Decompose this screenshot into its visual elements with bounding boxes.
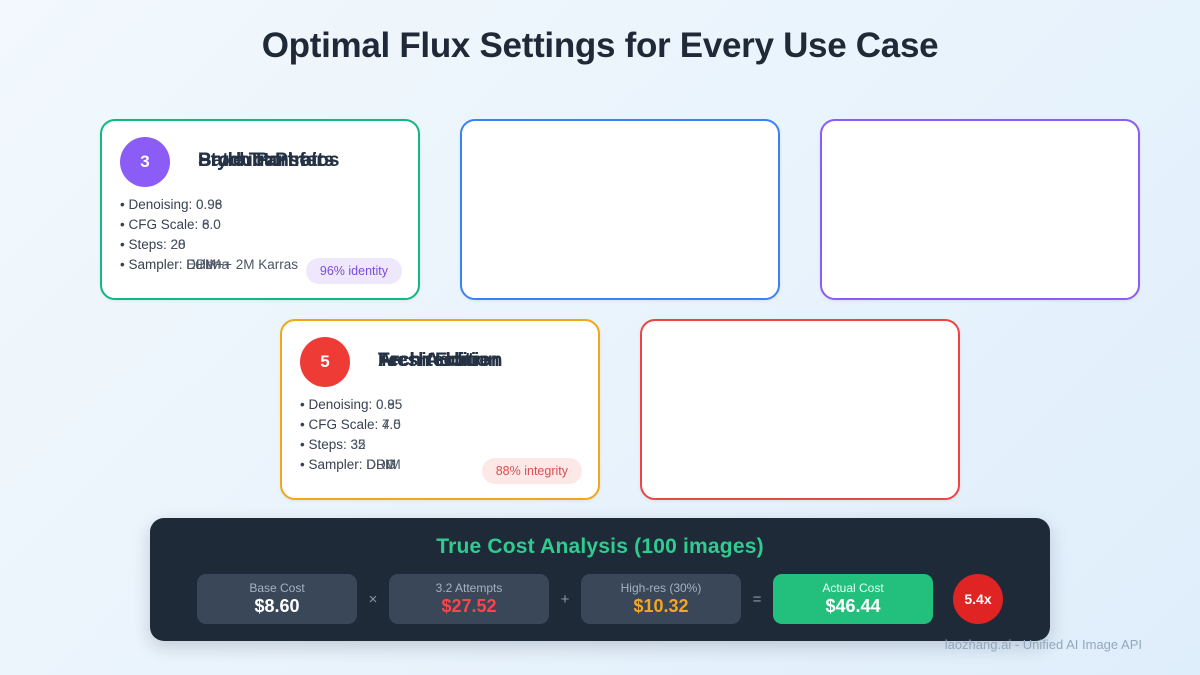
spec-value-stack: 0.95 0.85 — [376, 395, 402, 415]
spec-value-layer-2: 35 — [350, 437, 366, 452]
cost-panel-title: True Cost Analysis (100 images) — [436, 535, 764, 558]
spec-value-stack: 28 20 — [171, 235, 186, 255]
spec-value-stack: DDIM DPM DRC — [366, 455, 401, 475]
card-title-layer-2: Product Photos — [198, 150, 340, 171]
cost-caption: 3.2 Attempts — [435, 580, 503, 595]
footer-attribution: laozhang.ai - Unified AI Image API — [944, 637, 1142, 652]
cost-box-2: 3.2 Attempts $27.52 — [389, 574, 549, 624]
spec-value-layer-2: DPM — [366, 457, 397, 472]
spec-label: • Steps: — [120, 237, 171, 252]
cost-caption: Actual Cost — [822, 580, 884, 595]
card-title-stack: Architecture Tech Addition Fresh Edition — [378, 348, 608, 374]
spec-value-stack: 8.0 6.0 — [202, 215, 221, 235]
card-title-layer-1: Style Transfer — [198, 150, 324, 171]
spec-list: • Denoising: 0.95 0.85 • CFG Scale: 7.0 4.5… — [300, 395, 580, 475]
cost-box-3: High-res (30%) $10.32 — [581, 574, 741, 624]
spec-value-layer-1: DPM++ 2M Karras — [186, 257, 299, 272]
spec-line-4: • Sampler: DPM++ 2M Karras Euler a DDIM — [120, 255, 400, 275]
cost-box-1: Base Cost $8.60 — [197, 574, 357, 624]
spec-value-layer-3: DRC — [366, 457, 396, 472]
spec-line-2: • CFG Scale: 7.0 4.5 — [300, 415, 580, 435]
spec-label: • CFG Scale: — [120, 217, 202, 232]
settings-card-5[interactable] — [640, 319, 960, 500]
card-title-layer-1: Architecture — [378, 350, 490, 371]
card-row-bottom: 5 Architecture Tech Addition Fresh Edition •… — [280, 319, 960, 500]
cost-multiplier-badge: 5.4x — [953, 574, 1003, 624]
cost-amount: $27.52 — [441, 595, 497, 616]
card-title-stack: Style Transfer Product Photos Batch Portra… — [198, 148, 428, 174]
spec-label: • Sampler: — [300, 457, 367, 472]
spec-value-layer-2: 4.5 — [382, 417, 401, 432]
spec-value-layer-2: Euler a — [186, 257, 230, 272]
cost-box-4: Actual Cost $46.44 — [773, 574, 933, 624]
spec-value-layer-1: DDIM — [366, 457, 401, 472]
spec-list: • Denoising: 0.98 0.96 • CFG Scale: 8.0 6.0… — [120, 195, 400, 275]
settings-card-4[interactable]: 5 Architecture Tech Addition Fresh Edition •… — [280, 319, 600, 500]
page-title: Optimal Flux Settings for Every Use Case — [261, 26, 939, 65]
spec-value-layer-3: DDIM — [186, 257, 221, 272]
spec-value-stack: 32 35 — [351, 435, 366, 455]
card-title-layer-3: Fresh Edition — [378, 350, 500, 371]
spec-value-layer-1: 7.0 — [382, 417, 401, 432]
spec-value-stack: 7.0 4.5 — [382, 415, 401, 435]
spec-value-layer-2: 0.96 — [196, 197, 223, 212]
spec-value-layer-2: 6.0 — [202, 217, 221, 232]
spec-line-1: • Denoising: 0.95 0.85 — [300, 395, 580, 415]
card-header: 3 Style Transfer Product Photos Batch Portr… — [120, 137, 400, 193]
spec-value-layer-1: 0.98 — [196, 197, 223, 212]
settings-card-2[interactable] — [460, 119, 780, 300]
cost-caption: High-res (30%) — [620, 580, 702, 595]
spec-line-1: • Denoising: 0.98 0.96 — [120, 195, 400, 215]
spec-label: • CFG Scale: — [300, 417, 382, 432]
card-metric-badge: 96% identity — [305, 258, 402, 284]
spec-value-stack: 0.98 0.96 — [196, 195, 222, 215]
cost-amount: $46.44 — [825, 595, 881, 616]
cost-amount: $8.60 — [254, 595, 300, 616]
spec-label: • Denoising: — [300, 397, 377, 412]
spec-label: • Steps: — [300, 437, 351, 452]
spec-value-layer-2: 0.85 — [376, 397, 403, 412]
spec-value-layer-1: 8.0 — [202, 217, 221, 232]
card-metric-badge: 88% integrity — [481, 458, 582, 484]
spec-value-stack: DPM++ 2M Karras Euler a DDIM — [186, 255, 298, 275]
spec-label: • Sampler: — [120, 257, 187, 272]
card-row-top: 3 Style Transfer Product Photos Batch Portr… — [100, 119, 1140, 300]
cost-breakdown-row: Base Cost $8.60 × 3.2 Attempts $27.52 + High-r… — [150, 574, 1050, 624]
cost-analysis-panel: True Cost Analysis (100 images) Base Cos… — [150, 518, 1050, 641]
spec-value-layer-1: 32 — [350, 437, 366, 452]
card-header: 5 Architecture Tech Addition Fresh Edition — [300, 337, 580, 393]
card-number-badge: 3 — [120, 137, 170, 187]
settings-card-3[interactable] — [820, 119, 1140, 300]
cost-operator-3: = — [752, 590, 762, 608]
card-title-layer-3: Batch Portraits — [198, 150, 335, 171]
spec-value-layer-1: 0.95 — [376, 397, 403, 412]
spec-line-3: • Steps: 28 20 — [120, 235, 400, 255]
spec-line-2: • CFG Scale: 8.0 6.0 — [120, 215, 400, 235]
spec-line-3: • Steps: 32 35 — [300, 435, 580, 455]
cost-operator-2: + — [560, 590, 570, 608]
spec-value-layer-2: 20 — [170, 237, 186, 252]
spec-label: • Denoising: — [120, 197, 197, 212]
settings-card-1[interactable]: 3 Style Transfer Product Photos Batch Portr… — [100, 119, 420, 300]
card-number-badge: 5 — [300, 337, 350, 387]
cost-amount: $10.32 — [633, 595, 689, 616]
cost-operator-1: × — [368, 590, 378, 608]
spec-value-layer-1: 28 — [170, 237, 186, 252]
cost-caption: Base Cost — [249, 580, 305, 595]
card-title-layer-2: Tech Addition — [378, 350, 503, 371]
spec-line-4: • Sampler: DDIM DPM DRC — [300, 455, 580, 475]
